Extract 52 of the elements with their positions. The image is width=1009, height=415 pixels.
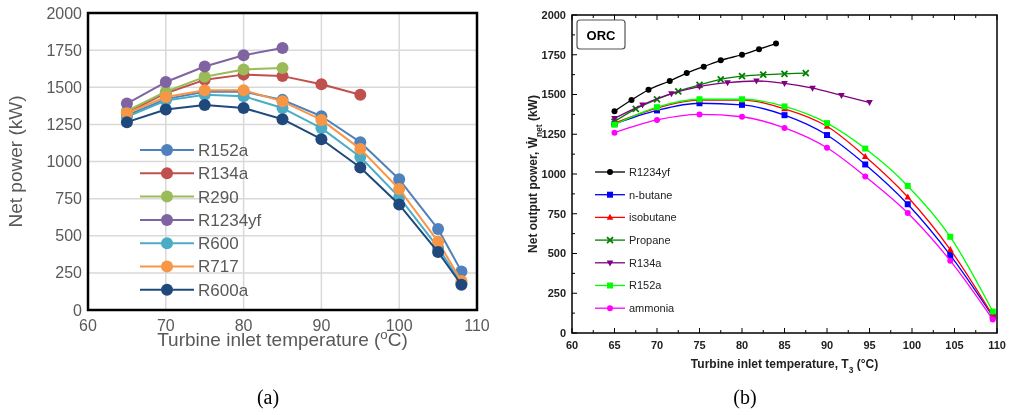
x-tick-label: 90 bbox=[820, 339, 834, 351]
text: (b) bbox=[733, 386, 757, 409]
x-tick-label: 105 bbox=[945, 339, 964, 351]
legend-label: R134a bbox=[629, 256, 663, 269]
legend-label: R134a bbox=[198, 164, 249, 184]
y-tick-label: 2000 bbox=[541, 8, 566, 21]
y-tick-label: 1500 bbox=[541, 88, 566, 101]
y-tick-label: 250 bbox=[547, 287, 566, 300]
legend-label: isobutane bbox=[629, 211, 677, 224]
y-tick-label: 1250 bbox=[46, 115, 83, 133]
x-tick-label: 100 bbox=[902, 339, 922, 351]
x-tick-label: 70 bbox=[650, 339, 664, 351]
y-tick-label: 750 bbox=[547, 207, 566, 220]
y-tick-label: 1750 bbox=[46, 41, 83, 59]
y-tick-label: 1000 bbox=[46, 153, 83, 171]
legend-label: R600 bbox=[198, 234, 239, 254]
x-tick-label: 110 bbox=[464, 317, 490, 334]
legend-label: Propane bbox=[629, 233, 671, 246]
legend-label: R1234yf bbox=[629, 165, 671, 178]
legend-label: n-butane bbox=[629, 188, 673, 201]
y-tick-label: 1750 bbox=[541, 48, 566, 61]
y-tick-label: 500 bbox=[547, 247, 566, 260]
y-tick-label: 750 bbox=[55, 190, 83, 208]
y-tick-label: 250 bbox=[55, 264, 83, 282]
x-tick-label: 90 bbox=[312, 317, 331, 334]
legend-label: R1234yf bbox=[198, 210, 262, 230]
x-tick-label: 65 bbox=[608, 339, 621, 351]
x-tick-label: 110 bbox=[988, 339, 1006, 351]
y-tick-label: 0 bbox=[559, 326, 566, 339]
x-tick-label: 80 bbox=[735, 339, 749, 351]
x-tick-label: 60 bbox=[565, 339, 579, 351]
legend-label: R717 bbox=[198, 257, 239, 277]
legend-label: ammonia bbox=[629, 302, 676, 315]
x-axis-title: Turbine inlet temperature, T$_{3}$ (°C) bbox=[690, 357, 879, 375]
y-tick-label: 1000 bbox=[541, 167, 566, 180]
annotation: ORC bbox=[586, 27, 617, 43]
x-tick-label: 60 bbox=[79, 317, 97, 334]
legend-label: R152a bbox=[198, 140, 249, 160]
y-axis-title: Net power (kW) bbox=[5, 95, 26, 228]
x-tick-label: 75 bbox=[693, 339, 706, 351]
y-tick-label: 2000 bbox=[46, 4, 83, 22]
y-tick-label: 1250 bbox=[541, 128, 566, 141]
text: (a) bbox=[256, 386, 280, 409]
x-tick-label: 85 bbox=[778, 339, 791, 351]
legend-label: R152a bbox=[629, 279, 663, 292]
legend-label: R290 bbox=[198, 187, 239, 207]
y-tick-label: 1500 bbox=[46, 78, 83, 96]
x-tick-label: 80 bbox=[234, 317, 253, 334]
x-tick-label: 95 bbox=[863, 339, 876, 351]
y-tick-label: 500 bbox=[55, 227, 83, 245]
legend-label: R600a bbox=[198, 280, 249, 300]
y-tick-label: 0 bbox=[73, 301, 83, 319]
